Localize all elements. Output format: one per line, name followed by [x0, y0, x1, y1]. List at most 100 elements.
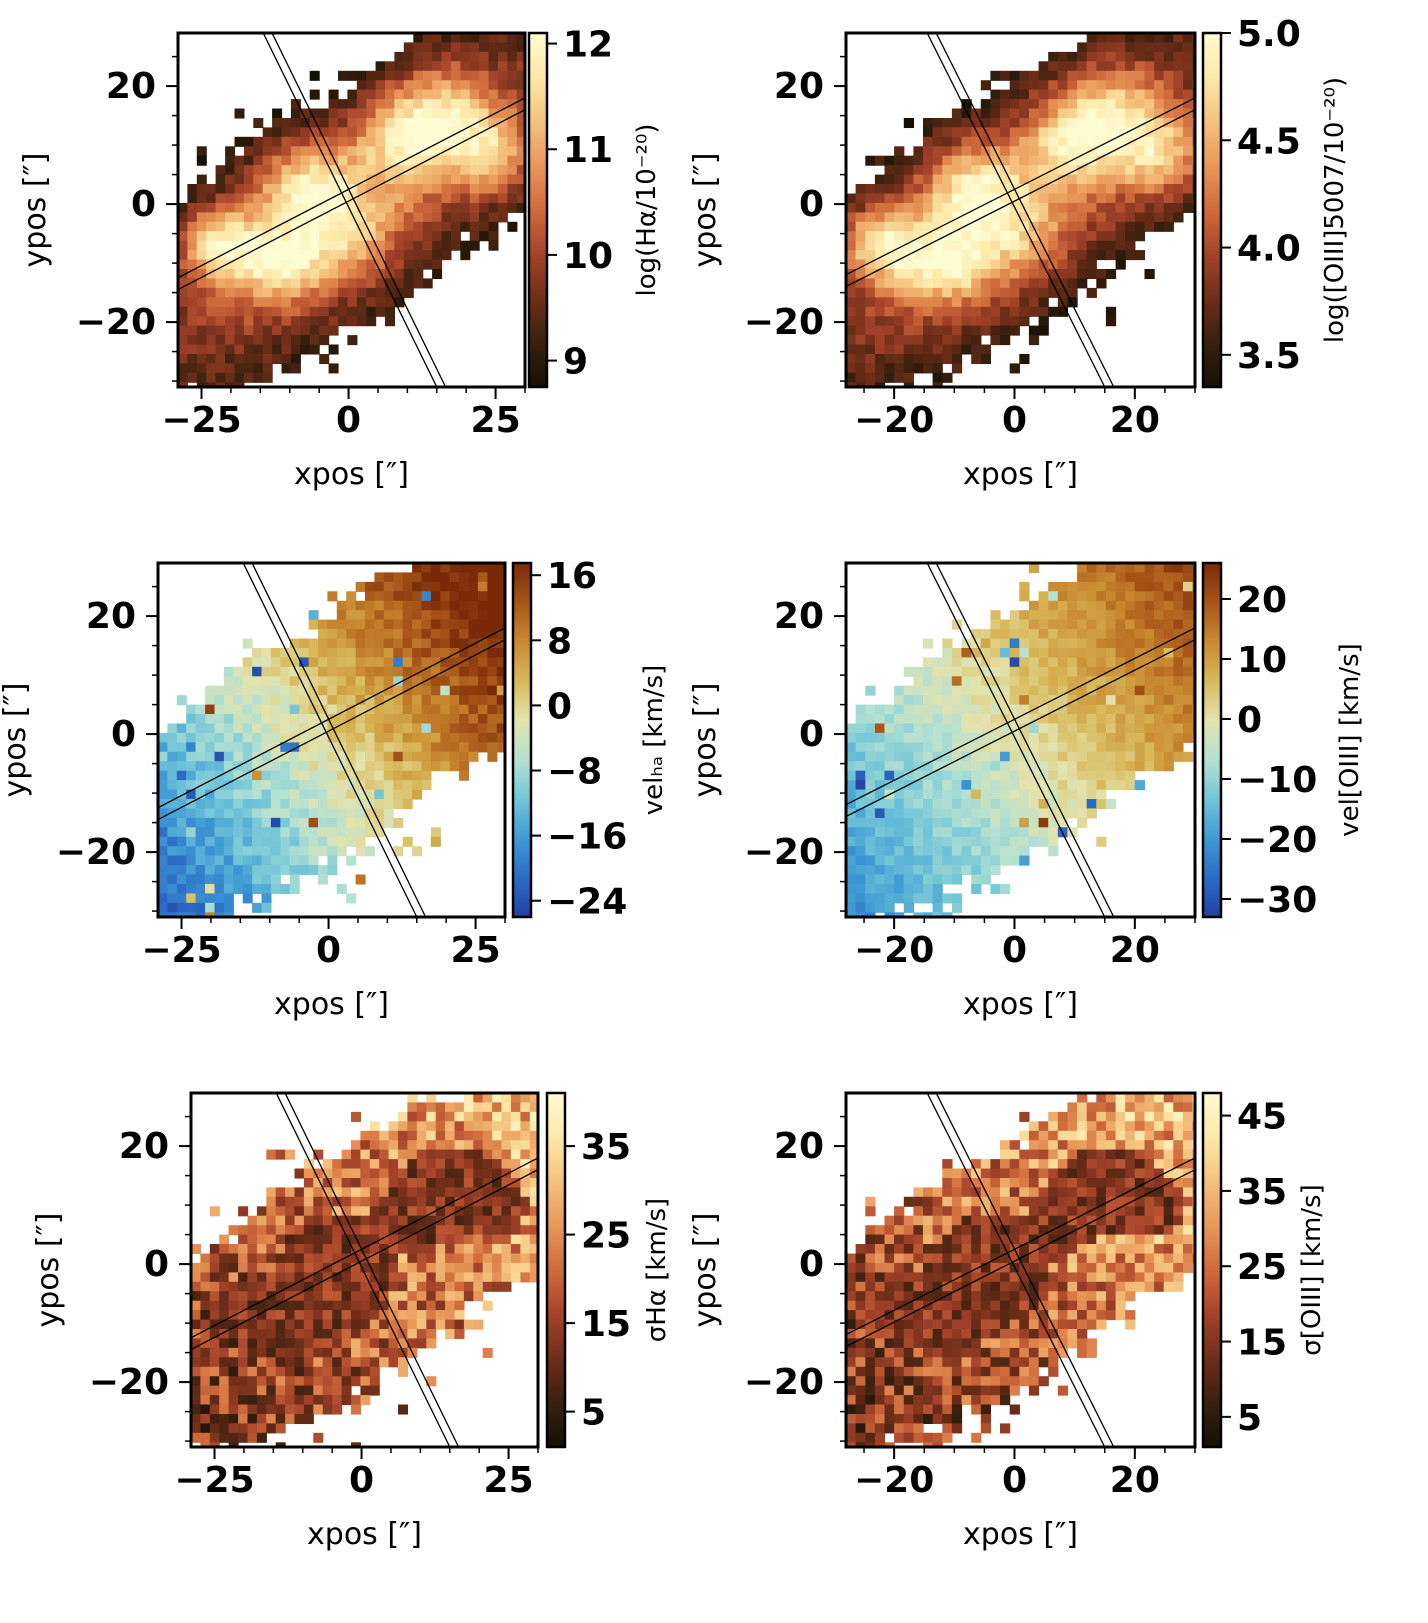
halpha-flux-cbar-tick-label-3: 9: [563, 342, 588, 383]
slit-b-edge-1: [158, 639, 505, 821]
oiii-dispersion-ytick-label-1: 0: [799, 1244, 824, 1285]
halpha-velocity-cbar-tick-label-1: 8: [547, 621, 572, 662]
slit-b-edge-1: [846, 1169, 1195, 1348]
oiii-flux-colorbar-label: log([OIII]5007/10⁻²⁰): [1320, 77, 1350, 343]
oiii-flux-frame: [844, 31, 1197, 389]
halpha-flux-ytick-label-0: 20: [106, 66, 156, 107]
halpha-flux-cbar-tick-label-0: 12: [563, 25, 613, 66]
oiii-velocity-cbar-tick-label-5: −30: [1237, 880, 1317, 921]
oiii-velocity-colorbar-label: vel[OIII] [km/s]: [1335, 643, 1365, 837]
slit-a-edge-1: [275, 1093, 451, 1447]
oiii-dispersion-ytick-label-0: 20: [774, 1126, 824, 1167]
oiii-dispersion-cbar-tick-label-3: 15: [1237, 1323, 1287, 1364]
halpha-dispersion-colorbar: 35 25 15 5 σHα [km/s]: [545, 1091, 672, 1449]
oiii-dispersion-ylabel: ypos [″]: [688, 1213, 723, 1328]
oiii-velocity-cbar-tick-label-4: −20: [1237, 820, 1317, 861]
oiii-dispersion-colorbar-label: σ[OIII] [km/s]: [1297, 1184, 1327, 1355]
halpha-dispersion-slits: [191, 1093, 538, 1447]
slit-a-edge-2: [935, 1093, 1115, 1447]
oiii-flux-cbar-tick-label-2: 4.0: [1237, 229, 1301, 270]
halpha-dispersion-panel: −25 0 25 20 0 −20 xpos [″] ypos [″] 35 25 15 5 σHα […: [31, 1091, 672, 1552]
halpha-flux-cbar-tick-label-1: 11: [563, 130, 613, 171]
oiii-dispersion-ytick-label-2: −20: [744, 1362, 824, 1403]
oiii-flux-slits: [846, 33, 1195, 387]
halpha-dispersion-cbar-tick-label-2: 15: [581, 1304, 631, 1345]
halpha-velocity-panel: −25 0 25 20 0 −20 xpos [″] ypos [″] 16 8 0 −8 −16 −24…: [0, 556, 669, 1022]
halpha-flux-slits: [178, 33, 525, 387]
oiii-velocity-cbar-tick-label-0: 20: [1237, 580, 1287, 621]
oiii-velocity-xtick-label-2: 20: [1110, 930, 1160, 971]
oiii-flux-xtick-label-1: 0: [1002, 400, 1027, 441]
oiii-flux-panel: −20 0 20 20 0 −20 xpos [″] ypos [″] 5.0 4.5 4.0 3.5…: [688, 14, 1350, 492]
oiii-velocity-ytick-label-1: 0: [799, 714, 824, 755]
oiii-flux-colorbar: 5.0 4.5 4.0 3.5 log([OIII]5007/10⁻²⁰): [1201, 14, 1350, 389]
oiii-velocity-xlabel: xpos [″]: [963, 987, 1078, 1022]
halpha-velocity-xtick-label-2: 25: [451, 930, 501, 971]
halpha-flux-ytick-label-2: −20: [76, 302, 156, 343]
oiii-dispersion-cbar-tick-label-4: 5: [1237, 1398, 1262, 1439]
halpha-velocity-colorbar-frame: [511, 561, 533, 919]
oiii-dispersion-panel: −20 0 20 20 0 −20 xpos [″] ypos [″] 45 35 25 15 5 σ[O…: [688, 1091, 1327, 1552]
oiii-velocity-ytick-label-2: −20: [744, 832, 824, 873]
slit-b-edge-2: [158, 627, 505, 809]
halpha-dispersion-colorbar-label: σHα [km/s]: [642, 1198, 672, 1342]
slit-a-edge-1: [926, 33, 1106, 387]
oiii-flux-cbar-tick-label-3: 3.5: [1237, 336, 1301, 377]
halpha-dispersion-xlabel: xpos [″]: [307, 1517, 422, 1552]
halpha-dispersion-image: [191, 1093, 538, 1447]
halpha-flux-ylabel: ypos [″]: [18, 153, 53, 268]
oiii-flux-cbar-tick-label-1: 4.5: [1237, 121, 1301, 162]
halpha-velocity-frame: [156, 561, 507, 919]
oiii-dispersion-xtick-label-2: 20: [1110, 1460, 1160, 1501]
oiii-flux-xtick-label-0: −20: [854, 400, 934, 441]
oiii-flux-ylabel: ypos [″]: [688, 153, 723, 268]
halpha-velocity-ytick-label-1: 0: [111, 714, 136, 755]
slit-a-edge-1: [242, 563, 418, 917]
halpha-flux-cbar-tick-label-2: 10: [563, 236, 613, 277]
halpha-velocity-image: [158, 563, 505, 917]
halpha-flux-xtick-label-1: 0: [336, 400, 361, 441]
slit-a-edge-2: [935, 563, 1115, 917]
halpha-velocity-cbar-tick-label-5: −24: [547, 882, 627, 923]
oiii-velocity-image: [846, 563, 1195, 917]
halpha-dispersion-xtick-label-0: −25: [174, 1460, 254, 1501]
slit-b-edge-1: [178, 109, 525, 291]
halpha-flux-frame: [176, 31, 527, 389]
oiii-flux-xtick-label-2: 20: [1110, 400, 1160, 441]
slit-b-edge-1: [846, 109, 1195, 288]
halpha-flux-panel: −25 0 25 20 0 −20 xpos [″] ypos [″] 12 11 10 9 log(H…: [18, 25, 662, 492]
oiii-flux-image: [846, 33, 1195, 387]
oiii-velocity-slits: [846, 563, 1195, 917]
oiii-velocity-colorbar: 20 10 0 −10 −20 −30 vel[OIII] [km/s]: [1201, 561, 1365, 921]
halpha-flux-ytick-label-1: 0: [131, 184, 156, 225]
halpha-velocity-cbar-tick-label-0: 16: [547, 556, 597, 597]
oiii-dispersion-xlabel: xpos [″]: [963, 1517, 1078, 1552]
slit-b-edge-2: [191, 1157, 538, 1339]
oiii-dispersion-colorbar: 45 35 25 15 5 σ[OIII] [km/s]: [1201, 1091, 1327, 1449]
oiii-dispersion-slits: [846, 1093, 1195, 1447]
halpha-flux-colorbar-label: log(Hα/10⁻²⁰): [632, 123, 662, 296]
oiii-velocity-frame: [844, 561, 1197, 919]
oiii-velocity-panel: −20 0 20 20 0 −20 xpos [″] ypos [″] 20 10 0 −10 −20 −…: [688, 561, 1365, 1022]
halpha-velocity-slits: [158, 563, 505, 917]
halpha-dispersion-ytick-label-1: 0: [144, 1244, 169, 1285]
halpha-dispersion-colorbar-gradient: [547, 1093, 565, 1447]
halpha-velocity-colorbar-label: velₕₐ [km/s]: [639, 665, 669, 816]
oiii-dispersion-xtick-label-0: −20: [854, 1460, 934, 1501]
oiii-flux-colorbar-gradient: [1203, 33, 1221, 387]
halpha-velocity-ytick-label-0: 20: [86, 596, 136, 637]
slit-a-edge-1: [926, 1093, 1106, 1447]
slit-a-edge-2: [271, 33, 447, 387]
slit-b-edge-2: [178, 97, 525, 279]
oiii-flux-xlabel: xpos [″]: [963, 457, 1078, 492]
slit-b-edge-2: [846, 97, 1195, 276]
slit-a-edge-2: [284, 1093, 460, 1447]
halpha-dispersion-cbar-tick-label-0: 35: [581, 1127, 631, 1168]
slit-b-edge-2: [846, 1157, 1195, 1336]
oiii-dispersion-cbar-tick-label-2: 25: [1237, 1247, 1287, 1288]
halpha-velocity-cbar-tick-label-2: 0: [547, 686, 572, 727]
oiii-velocity-cbar-tick-label-3: −10: [1237, 760, 1317, 801]
slit-b-edge-2: [846, 627, 1195, 806]
oiii-dispersion-image: [846, 1093, 1195, 1447]
halpha-dispersion-cbar-tick-label-1: 25: [581, 1216, 631, 1257]
